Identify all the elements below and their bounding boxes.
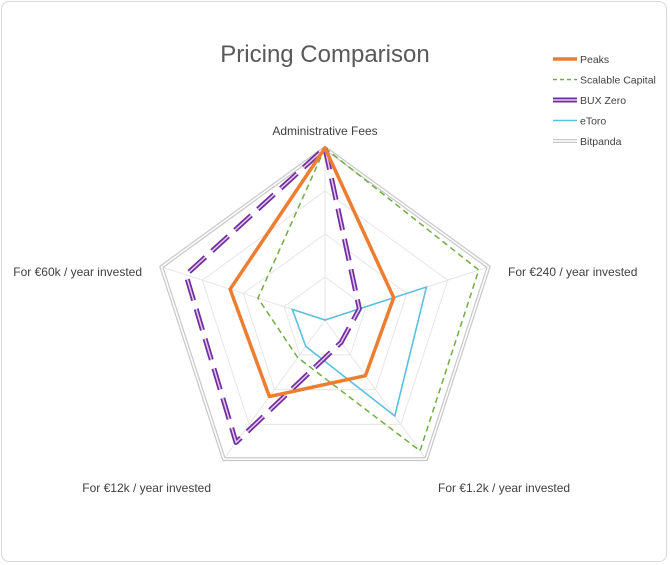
grid-ring [242, 233, 408, 391]
chart-title: Pricing Comparison [220, 41, 429, 68]
grid-ring [201, 190, 449, 425]
series-bux-zero [183, 145, 362, 445]
axis-label: For €12k / year invested [82, 481, 211, 495]
legend-label: Peaks [580, 54, 609, 66]
legend-label: Scalable Capital [580, 75, 656, 87]
series-line-inner [160, 147, 490, 460]
series-etoro [290, 285, 428, 418]
legend-label: Bitpanda [580, 136, 622, 148]
legend-item[interactable]: Scalable Capital [553, 75, 656, 87]
legend-item[interactable]: BUX Zero [553, 95, 626, 107]
series-line [257, 146, 480, 453]
legend-label: BUX Zero [580, 95, 626, 107]
legend-item[interactable]: Peaks [553, 54, 609, 66]
axis-label: Administrative Fees [272, 124, 377, 138]
series-bitpanda [159, 145, 491, 462]
legend-item[interactable]: Bitpanda [553, 136, 622, 148]
axis-label: For €60k / year invested [13, 265, 142, 279]
axis-label-layer: Administrative Fees For €240 / year inves… [13, 124, 637, 495]
series-scalable-capital [257, 146, 480, 453]
axis-label: For €240 / year invested [508, 265, 637, 279]
series-peaks [228, 146, 396, 399]
series-line [290, 285, 428, 418]
axis-label: For €1.2k / year invested [438, 481, 570, 495]
legend-item[interactable]: eToro [553, 116, 606, 128]
grid-spoke [223, 319, 326, 460]
series-line-inner [185, 147, 361, 444]
legend: Peaks Scalable Capital BUX Zero eToro Bitpan… [553, 54, 656, 148]
series-line [228, 146, 396, 399]
series-line [183, 145, 362, 445]
series-layer [159, 145, 491, 462]
legend-label: eToro [580, 116, 606, 128]
